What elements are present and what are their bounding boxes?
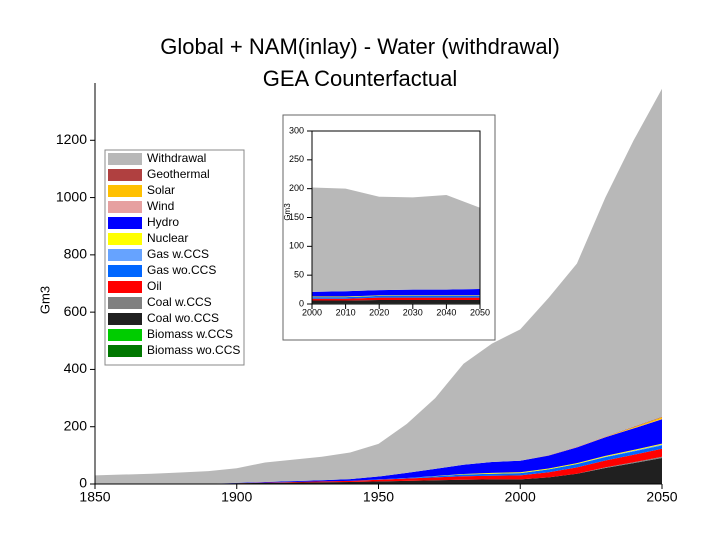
x-tick-label: 2010 — [336, 307, 356, 317]
x-tick-label: 1850 — [79, 489, 110, 505]
inset-plot-border — [311, 130, 481, 305]
x-tick-label: 2020 — [369, 307, 389, 317]
legend-swatch — [108, 185, 142, 197]
legend-swatch — [108, 313, 142, 325]
y-tick-label: 0 — [299, 298, 304, 308]
x-tick-label: 1900 — [221, 489, 252, 505]
legend-swatch — [108, 233, 142, 245]
chart-subtitle: GEA Counterfactual — [263, 66, 457, 91]
legend-label: Hydro — [147, 215, 179, 229]
chart-title: Global + NAM(inlay) - Water (withdrawal) — [160, 34, 560, 59]
y-tick-label: 250 — [289, 154, 304, 164]
area — [312, 295, 480, 298]
y-tick-label: 200 — [64, 417, 88, 433]
y-tick-label: 150 — [289, 212, 304, 222]
y-tick-label: 1000 — [56, 188, 87, 204]
legend-swatch — [108, 281, 142, 293]
y-tick-label: 200 — [289, 183, 304, 193]
legend-swatch — [108, 217, 142, 229]
legend-label: Coal wo.CCS — [147, 311, 219, 325]
legend-swatch — [108, 329, 142, 341]
area — [312, 295, 480, 299]
legend-label: Biomass w.CCS — [147, 327, 233, 341]
legend-label: Oil — [147, 279, 162, 293]
y-tick-label: 1200 — [56, 131, 87, 147]
x-tick-label: 2000 — [505, 489, 536, 505]
legend-label: Geothermal — [147, 167, 210, 181]
area — [312, 187, 480, 292]
y-tick-label: 300 — [289, 125, 304, 135]
area — [95, 419, 662, 484]
legend-label: Withdrawal — [147, 151, 206, 165]
y-tick-label: 100 — [289, 241, 304, 251]
x-tick-label: 2030 — [403, 307, 423, 317]
area — [95, 457, 662, 484]
y-tick-label: 50 — [294, 270, 304, 280]
y-tick-label: 800 — [64, 246, 88, 262]
area — [312, 297, 480, 301]
legend-label: Wind — [147, 199, 174, 213]
legend-label: Biomass wo.CCS — [147, 343, 240, 357]
x-tick-label: 2050 — [646, 489, 677, 505]
x-tick-label: 2050 — [470, 307, 490, 317]
legend-swatch — [108, 201, 142, 213]
legend-swatch — [108, 153, 142, 165]
legend-label: Nuclear — [147, 231, 188, 245]
legend-label: Solar — [147, 183, 175, 197]
legend-label: Coal w.CCS — [147, 295, 212, 309]
area — [312, 299, 480, 304]
legend-swatch — [108, 297, 142, 309]
x-tick-label: 2040 — [436, 307, 456, 317]
legend-swatch — [108, 249, 142, 261]
legend-swatch — [108, 265, 142, 277]
y-tick-label: 0 — [79, 475, 87, 491]
legend-swatch — [108, 169, 142, 181]
legend-label: Gas wo.CCS — [147, 263, 216, 277]
area — [95, 445, 662, 484]
y-tick-label: 600 — [64, 303, 88, 319]
x-tick-label: 2000 — [302, 307, 322, 317]
area — [312, 289, 480, 297]
y-tick-label: 400 — [64, 360, 88, 376]
area — [95, 88, 662, 484]
legend-label: Gas w.CCS — [147, 247, 209, 261]
legend-swatch — [108, 345, 142, 357]
inset-y-axis-label: Gm3 — [283, 203, 292, 221]
y-axis-label: Gm3 — [37, 286, 52, 314]
x-tick-label: 1950 — [363, 489, 394, 505]
